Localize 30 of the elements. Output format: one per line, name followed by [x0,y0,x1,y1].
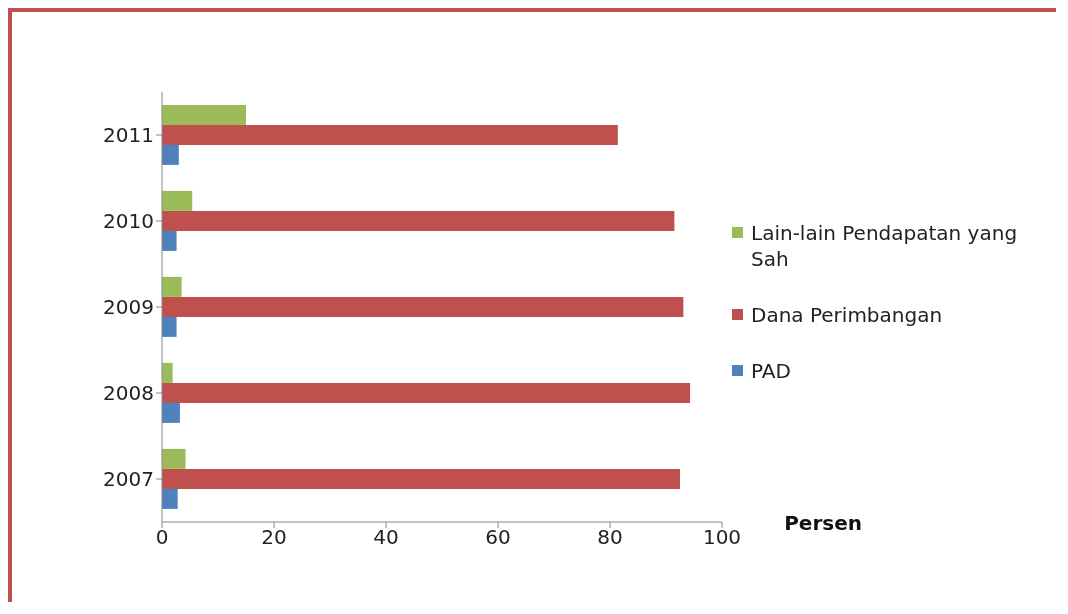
x-tick-label: 0 [155,525,169,550]
x-tick-label: 60 [485,525,511,550]
bar [162,296,684,317]
bar [162,448,186,469]
bar [162,276,182,297]
y-tick-label: 2008 [103,381,154,406]
bar [162,316,177,337]
bar [162,362,173,383]
legend-label: Lain-lain Pendapatan yang Sah [751,220,1019,272]
x-axis-title: Persen [784,511,862,536]
y-tick-label: 2007 [103,467,154,492]
bar [162,124,618,145]
bar [162,488,178,509]
bar [162,382,691,403]
bar [162,402,180,423]
bar [162,210,675,231]
x-tick-label: 80 [597,525,623,550]
legend-label: PAD [751,358,791,384]
bar [162,190,193,211]
legend-label: Dana Perimbangan [751,302,943,328]
x-tick-label: 20 [261,525,287,550]
y-tick-label: 2011 [103,123,154,148]
bar [162,468,680,489]
x-tick-label: 40 [373,525,399,550]
bar [162,104,246,125]
y-tick-label: 2009 [103,295,154,320]
bar [162,144,179,165]
x-tick-label: 100 [702,525,742,550]
bar [162,230,177,251]
y-tick-label: 2010 [103,209,154,234]
